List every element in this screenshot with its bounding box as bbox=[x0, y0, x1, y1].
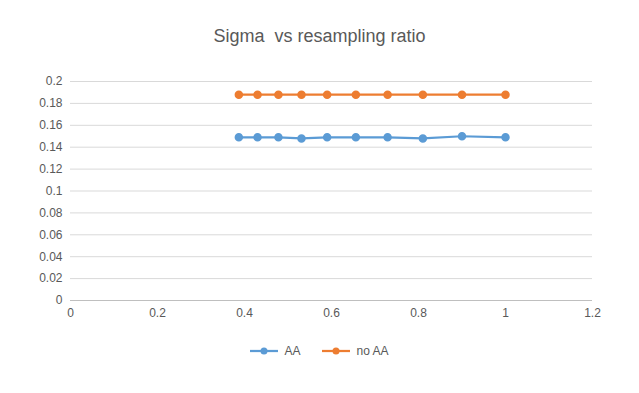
svg-text:0.2: 0.2 bbox=[46, 74, 63, 88]
svg-text:0.08: 0.08 bbox=[39, 206, 63, 220]
svg-text:0.04: 0.04 bbox=[39, 250, 63, 264]
svg-text:0.8: 0.8 bbox=[410, 306, 427, 320]
svg-text:0.06: 0.06 bbox=[39, 228, 63, 242]
svg-text:0.14: 0.14 bbox=[39, 140, 63, 154]
svg-text:0.18: 0.18 bbox=[39, 96, 63, 110]
html-text:no AA: no AA bbox=[356, 344, 389, 358]
svg-text:0.16: 0.16 bbox=[39, 118, 63, 132]
svg-text:1: 1 bbox=[502, 306, 509, 320]
svg-text:0.02: 0.02 bbox=[39, 271, 63, 285]
svg-text:0.1: 0.1 bbox=[46, 184, 63, 198]
svg-text:1.2: 1.2 bbox=[584, 306, 601, 320]
svg-text:0.2: 0.2 bbox=[149, 306, 166, 320]
svg-text:0: 0 bbox=[67, 306, 74, 320]
svg-text:0.6: 0.6 bbox=[323, 306, 340, 320]
svg-text:0.12: 0.12 bbox=[39, 162, 63, 176]
html-text:Sigma vs resampling ratio: Sigma vs resampling ratio bbox=[213, 26, 426, 46]
svg-text:0: 0 bbox=[56, 293, 63, 307]
html-text:AA: AA bbox=[284, 344, 301, 358]
svg-text:0.4: 0.4 bbox=[236, 306, 253, 320]
